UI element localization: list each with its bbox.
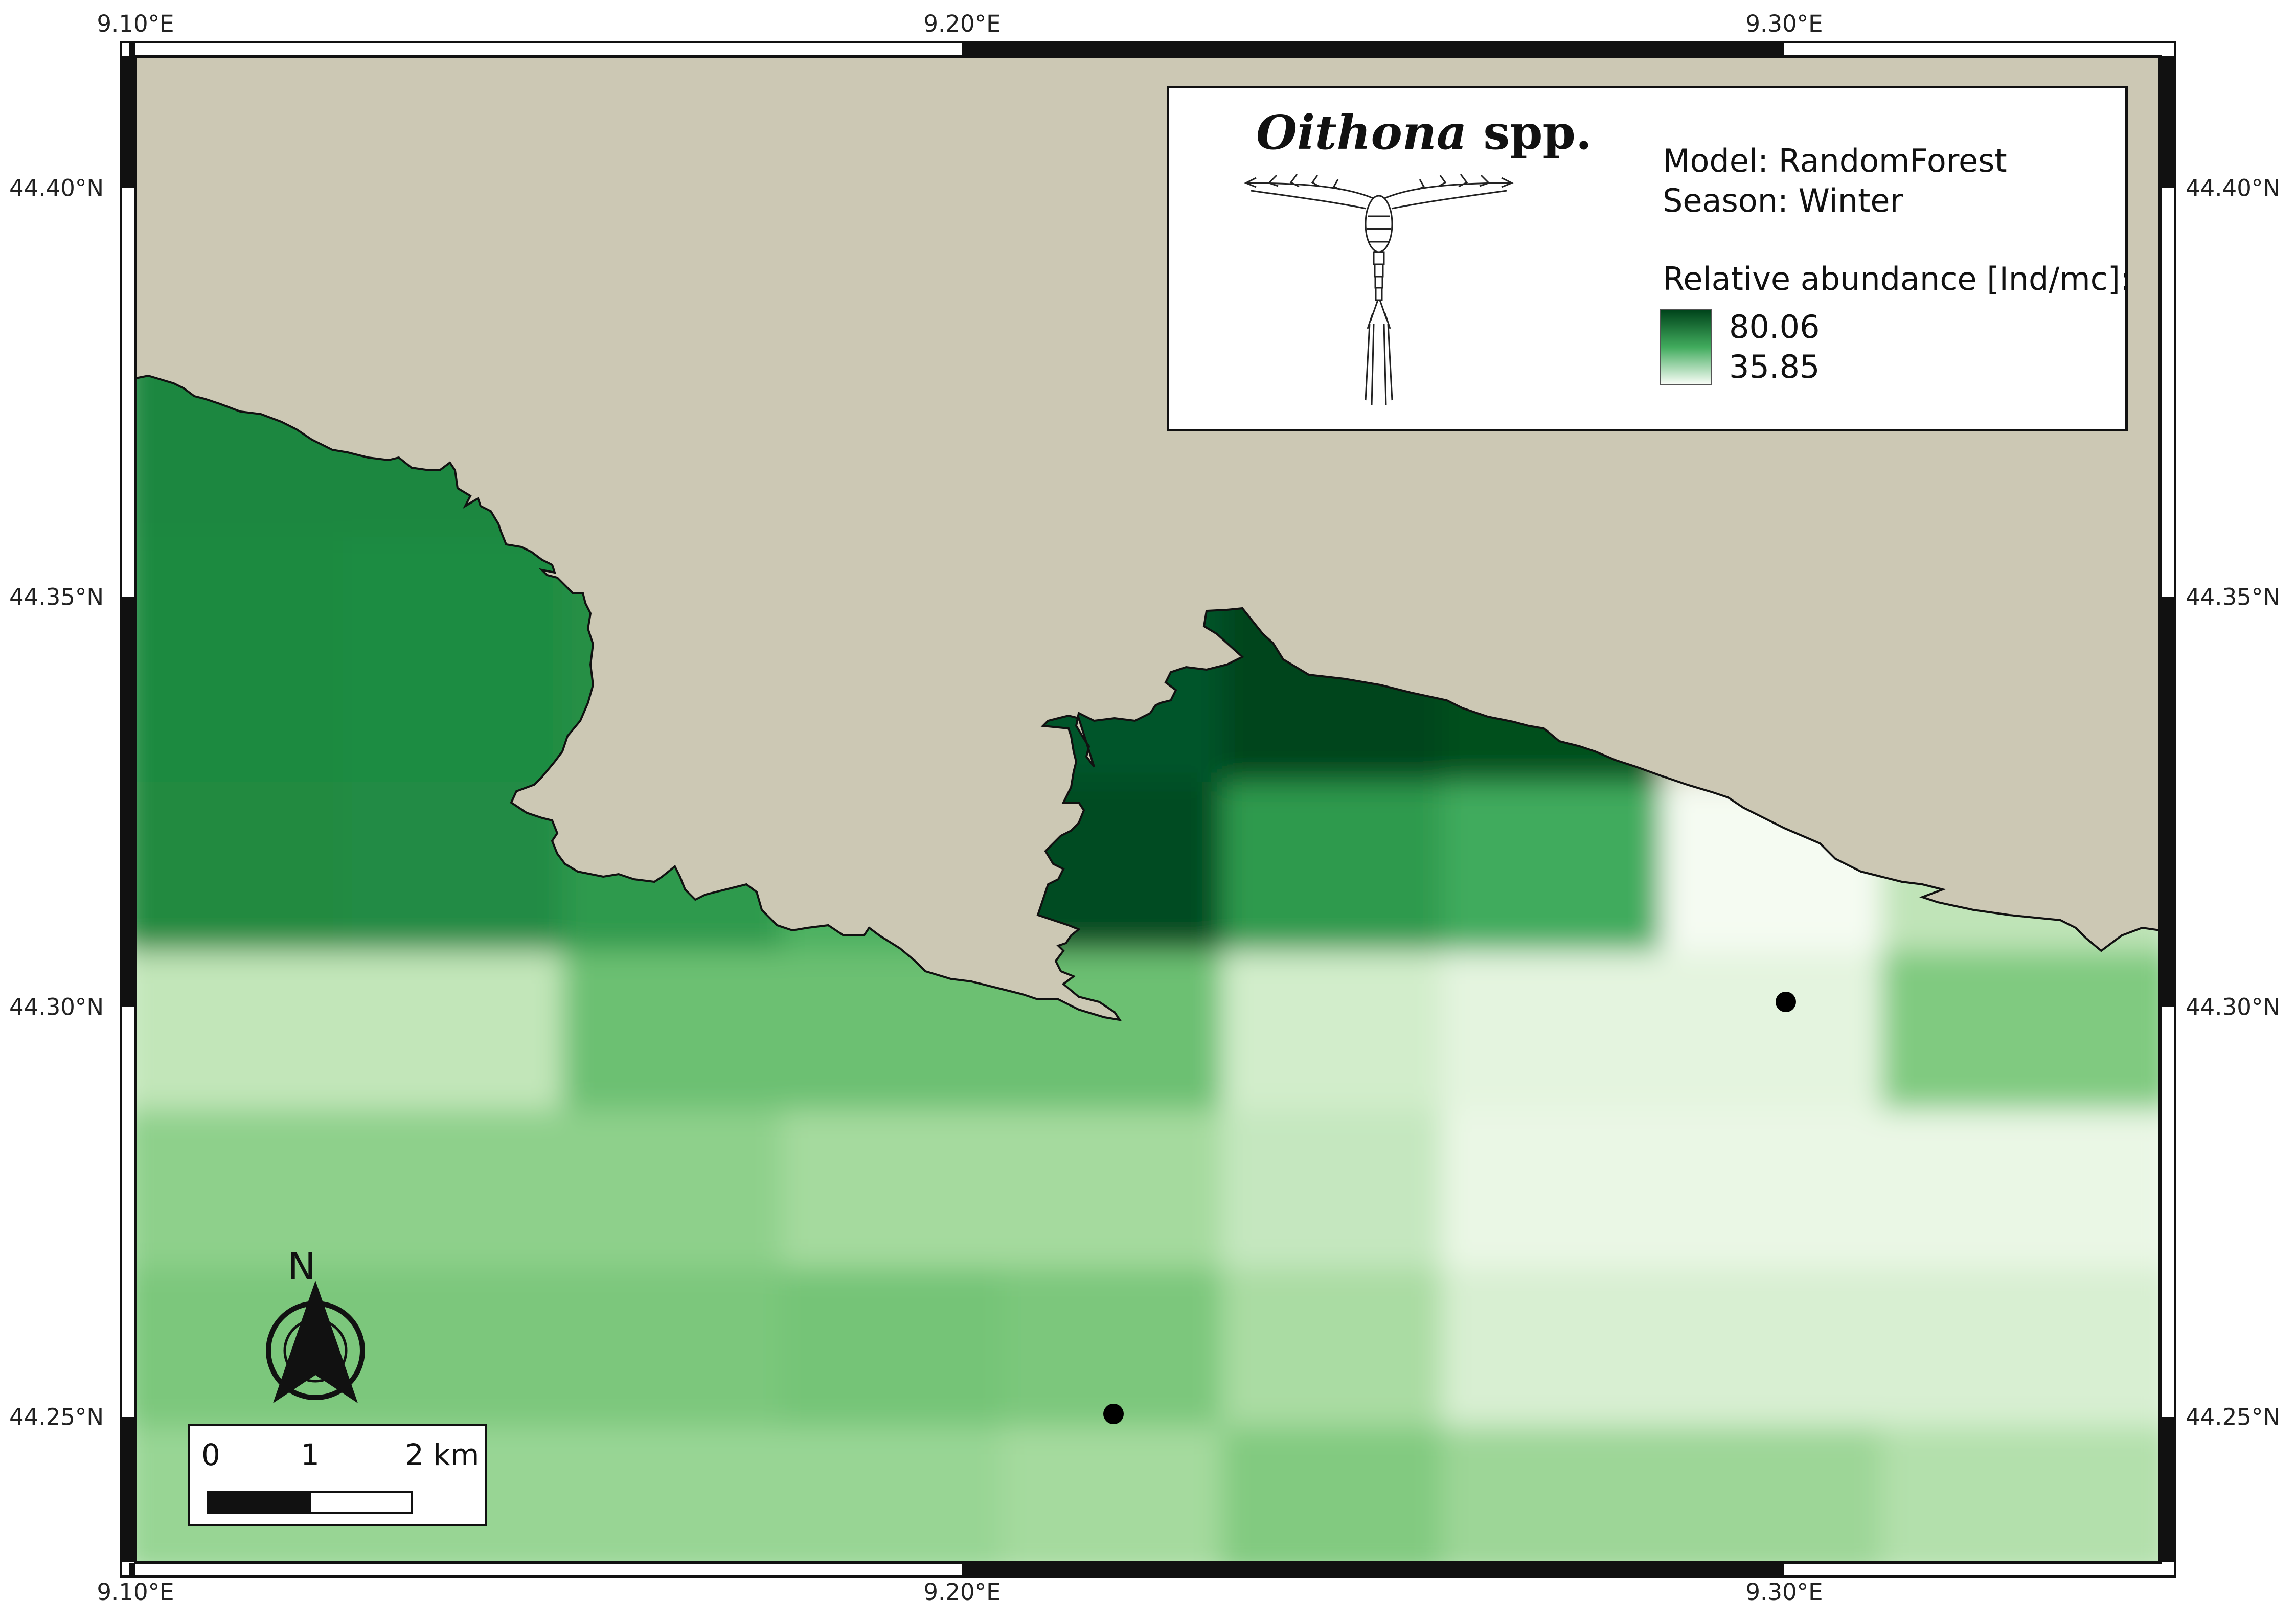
raster-cell <box>1222 782 1472 981</box>
sampling-station <box>1776 992 1796 1012</box>
frame-tick-bar <box>129 1563 135 1575</box>
lon-label-bottom-1: 9.10°E <box>97 1579 174 1606</box>
raster-cell <box>343 1109 593 1298</box>
lon-label-top-2: 9.20°E <box>923 10 1001 37</box>
raster-cell <box>1442 782 1692 981</box>
raster-cell <box>1881 951 2160 1140</box>
raster-cell <box>1222 1426 1472 1562</box>
lon-label-bottom-2: 9.20°E <box>923 1579 1001 1606</box>
frame-tick-bar <box>122 56 135 188</box>
map-legend: Oithona spp. Model: RandomForest Season: <box>1167 86 2131 431</box>
raster-cell <box>562 1109 813 1298</box>
raster-cell <box>1662 951 1912 1140</box>
raster-cell <box>1002 1109 1253 1298</box>
scale-label-0: 0 <box>201 1437 220 1472</box>
north-arrow-pointer <box>273 1281 358 1403</box>
frame-tick-bar <box>2161 56 2174 188</box>
raster-cell <box>135 537 373 813</box>
raster-cell <box>1881 1268 2160 1457</box>
frame-tick-bar <box>122 1417 135 1562</box>
species-genus: Oithona <box>1256 105 1467 160</box>
lat-label-right-2: 44.35°N <box>2186 583 2280 611</box>
scale-label-2: 2 km <box>405 1437 480 1472</box>
raster-cell <box>1222 1268 1472 1457</box>
model-line: Model: RandomForest <box>1663 142 2007 179</box>
lat-label-left-1: 44.40°N <box>9 174 104 202</box>
lat-label-right-1: 44.40°N <box>2186 174 2280 202</box>
scale-segment-empty <box>309 1491 413 1514</box>
frame-tick-bar <box>2161 1417 2174 1562</box>
raster-cell <box>135 782 373 981</box>
raster-cell <box>135 1109 373 1298</box>
raster-cell <box>1002 1426 1253 1562</box>
ramp-max-label: 80.06 <box>1729 308 1820 346</box>
copepod-illustration <box>1244 174 1514 406</box>
lat-label-right-4: 44.25°N <box>2186 1403 2280 1431</box>
raster-cell <box>1222 951 1472 1140</box>
raster-cell <box>1881 1426 2160 1562</box>
raster-cell <box>1881 1109 2160 1298</box>
graticule-ticks <box>122 43 2174 1575</box>
raster-cell <box>1002 1268 1253 1457</box>
scale-segment-filled <box>207 1491 311 1514</box>
raster-cell <box>1662 1109 1912 1298</box>
frame-tick-bar <box>129 43 135 56</box>
raster-cell <box>1662 1268 1912 1457</box>
abundance-title: Relative abundance [Ind/mc]: <box>1663 260 2131 298</box>
scale-bar: 0 1 2 km <box>188 1424 487 1526</box>
outer-frame <box>120 41 2176 1578</box>
north-arrow <box>266 1281 365 1403</box>
raster-cell <box>1442 1109 1692 1298</box>
raster-cell <box>1442 1268 1692 1457</box>
frame-tick-bar <box>962 43 1784 56</box>
season-line: Season: Winter <box>1663 182 1903 219</box>
raster-cell <box>782 1109 1033 1298</box>
raster-cell <box>1222 1109 1472 1298</box>
raster-cell <box>1442 951 1692 1140</box>
lon-label-top-3: 9.30°E <box>1745 10 1823 37</box>
raster-cell <box>562 1426 813 1562</box>
species-title: Oithona spp. <box>1256 105 1592 160</box>
raster-cell <box>782 1426 1033 1562</box>
lat-label-left-3: 44.30°N <box>9 993 104 1021</box>
color-ramp <box>1660 309 1712 385</box>
sampling-station <box>1103 1404 1124 1424</box>
frame-tick-bar <box>962 1563 1784 1575</box>
ramp-min-label: 35.85 <box>1729 348 1820 385</box>
lon-label-top-1: 9.10°E <box>97 10 174 37</box>
raster-cell <box>782 1268 1033 1457</box>
lat-label-left-2: 44.35°N <box>9 583 104 611</box>
raster-cell <box>1662 1426 1912 1562</box>
scale-label-1: 1 <box>301 1437 320 1472</box>
raster-cell <box>562 951 813 1140</box>
raster-cell <box>343 951 593 1140</box>
lon-label-bottom-3: 9.30°E <box>1745 1579 1823 1606</box>
frame-tick-bar <box>2161 597 2174 1007</box>
raster-cell <box>562 1268 813 1457</box>
raster-cell <box>1442 1426 1692 1562</box>
raster-cell <box>135 951 373 1140</box>
lat-label-left-4: 44.25°N <box>9 1403 104 1431</box>
north-arrow-label: N <box>287 1245 316 1289</box>
frame-tick-bar <box>122 597 135 1007</box>
lat-label-right-3: 44.30°N <box>2186 993 2280 1021</box>
species-suffix: spp. <box>1483 105 1592 160</box>
